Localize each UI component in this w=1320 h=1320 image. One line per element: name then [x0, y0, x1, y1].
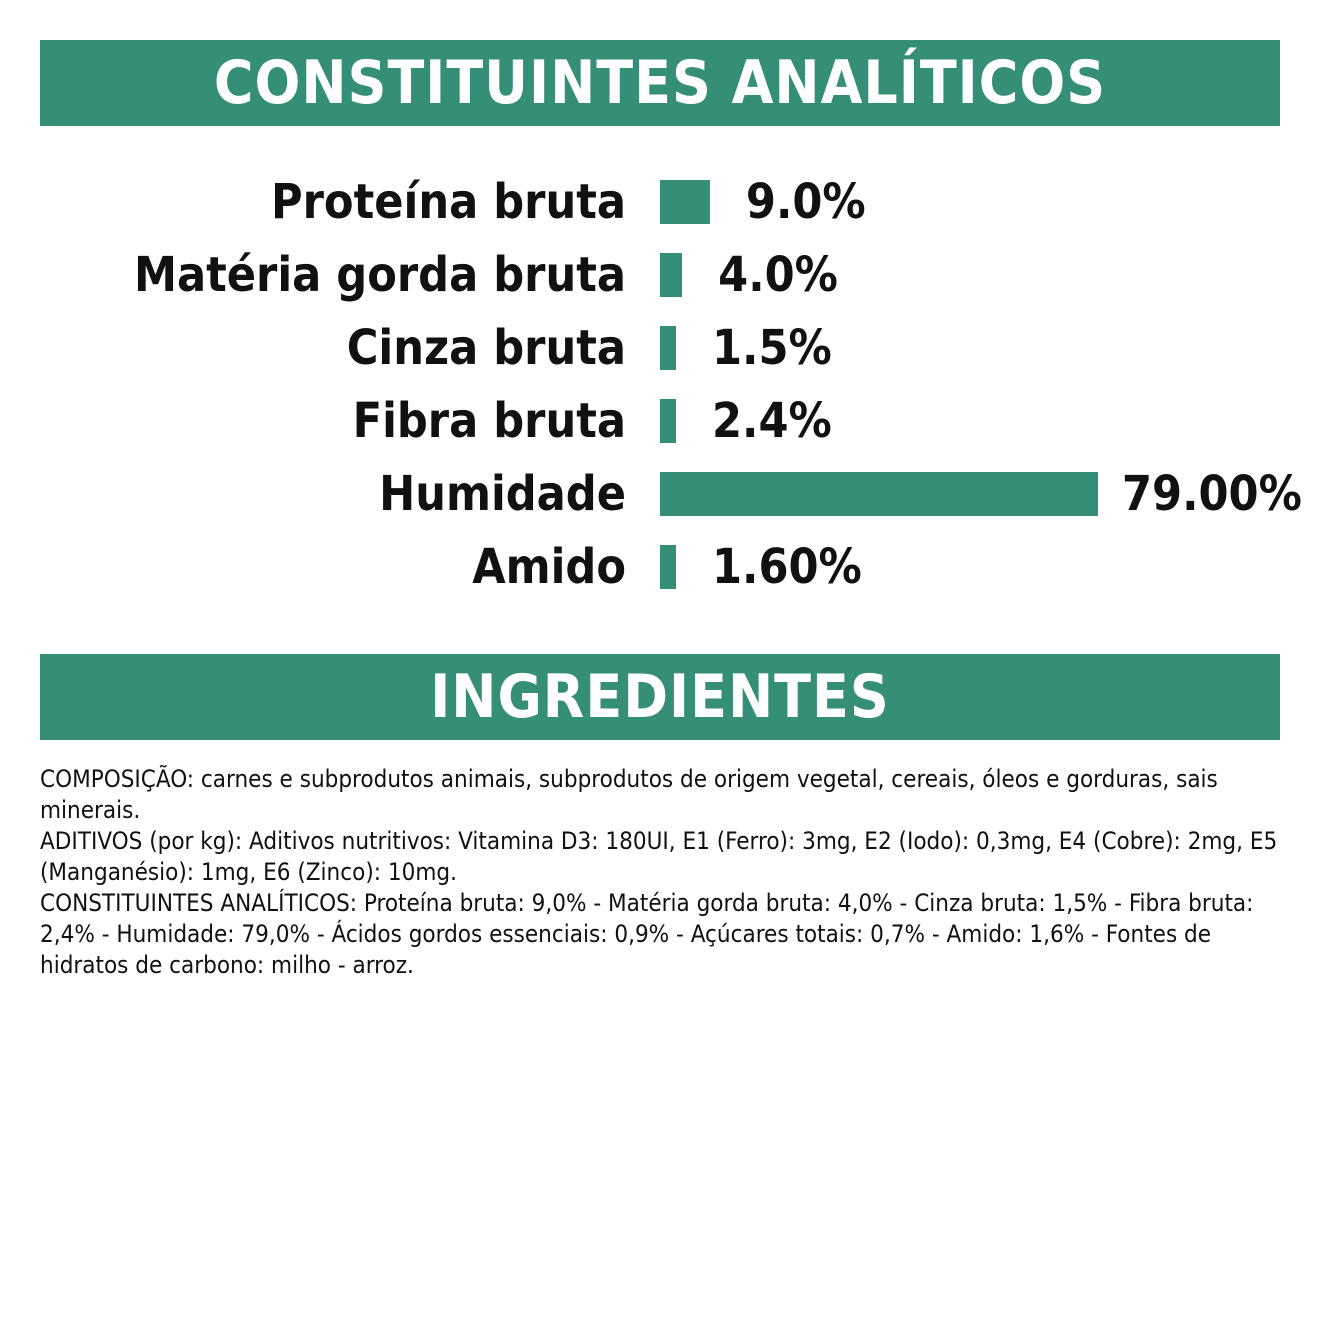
value-label: 4.0% — [718, 247, 838, 303]
value-label: 1.5% — [712, 320, 832, 376]
category-label: Proteína bruta — [270, 174, 626, 230]
value-label: 2.4% — [712, 393, 832, 449]
ingredients-header: INGREDIENTES — [40, 654, 1280, 740]
category-label: Humidade — [379, 466, 626, 522]
bar — [660, 180, 710, 224]
ingredients-analytical: CONSTITUINTES ANALÍTICOS: Proteína bruta… — [40, 889, 1254, 979]
bar — [660, 472, 1098, 516]
ingredients-composition: COMPOSIÇÃO: carnes e subprodutos animais… — [40, 765, 1218, 824]
category-label: Matéria gorda bruta — [133, 247, 626, 303]
analytical-constituents-header: CONSTITUINTES ANALÍTICOS — [40, 40, 1280, 126]
value-label: 79.00% — [1122, 466, 1302, 522]
bar — [660, 545, 676, 589]
bar — [660, 326, 676, 370]
ingredients-title: INGREDIENTES — [430, 662, 890, 732]
value-label: 1.60% — [712, 539, 862, 595]
category-label: Fibra bruta — [352, 393, 626, 449]
analytical-constituents-chart: Proteína bruta 9.0% Matéria gorda bruta 4.0… — [0, 150, 1320, 620]
category-label: Amido — [472, 539, 626, 595]
category-label: Cinza bruta — [346, 320, 626, 376]
value-label: 9.0% — [745, 174, 866, 230]
bar — [660, 253, 683, 297]
ingredients-text: COMPOSIÇÃO: carnes e subprodutos animais… — [40, 764, 1280, 981]
bar — [660, 399, 676, 443]
ingredients-additives: ADITIVOS (por kg): Aditivos nutritivos: … — [40, 827, 1278, 886]
analytical-constituents-title: CONSTITUINTES ANALÍTICOS — [213, 48, 1107, 118]
